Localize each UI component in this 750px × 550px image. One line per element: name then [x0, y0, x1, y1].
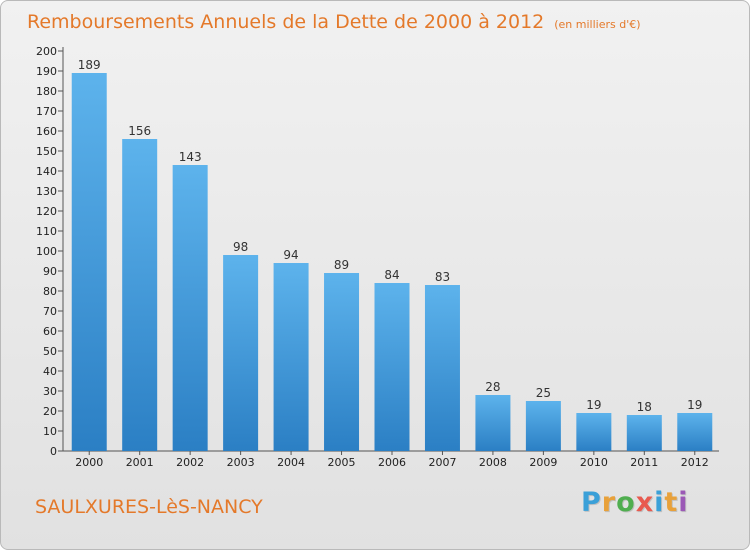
bar-value-label: 189 — [78, 58, 101, 72]
bar-value-label: 143 — [179, 150, 202, 164]
bar — [525, 401, 561, 451]
y-tick-label: 80 — [43, 285, 57, 298]
y-tick-label: 60 — [43, 325, 57, 338]
x-tick-label: 2009 — [529, 456, 557, 469]
y-tick-label: 40 — [43, 365, 57, 378]
logo-letter: t — [664, 487, 679, 518]
x-tick-label: 2001 — [126, 456, 154, 469]
bar — [374, 283, 410, 451]
x-tick-label: 2007 — [428, 456, 456, 469]
x-tick-label: 2012 — [681, 456, 709, 469]
y-tick-label: 50 — [43, 345, 57, 358]
y-tick-label: 10 — [43, 425, 57, 438]
logo-letter: i — [678, 487, 689, 518]
y-tick-label: 70 — [43, 305, 57, 318]
bar-value-label: 18 — [637, 400, 652, 414]
bar-value-label: 28 — [485, 380, 500, 394]
bar — [223, 255, 259, 451]
chart-subtitle: (en milliers d'€) — [554, 18, 641, 31]
bar-value-label: 19 — [586, 398, 601, 412]
bar-value-label: 98 — [233, 240, 248, 254]
logo-letter: r — [601, 487, 617, 518]
y-tick-label: 190 — [36, 65, 57, 78]
x-tick-label: 2000 — [75, 456, 103, 469]
y-tick-label: 120 — [36, 205, 57, 218]
x-tick-label: 2002 — [176, 456, 204, 469]
bar-value-label: 156 — [128, 124, 151, 138]
x-tick-label: 2010 — [580, 456, 608, 469]
bar — [576, 413, 612, 451]
bar-value-label: 94 — [283, 248, 298, 262]
bar-value-label: 19 — [687, 398, 702, 412]
logo-letter: o — [616, 487, 636, 518]
x-tick-label: 2005 — [328, 456, 356, 469]
y-tick-label: 110 — [36, 225, 57, 238]
x-tick-label: 2006 — [378, 456, 406, 469]
y-tick-label: 160 — [36, 125, 57, 138]
chart-title-text: Remboursements Annuels de la Dette de 20… — [27, 11, 545, 33]
y-tick-label: 30 — [43, 385, 57, 398]
x-tick-label: 2004 — [277, 456, 305, 469]
bar — [424, 285, 460, 451]
bar — [677, 413, 713, 451]
y-tick-label: 100 — [36, 245, 57, 258]
x-tick-label: 2003 — [227, 456, 255, 469]
bar — [273, 263, 309, 451]
commune-name: SAULXURES-LèS-NANCY — [35, 496, 263, 518]
bar — [324, 273, 360, 451]
bar — [71, 73, 107, 451]
bar-value-label: 25 — [536, 386, 551, 400]
bar — [122, 139, 158, 451]
logo-letter: x — [635, 487, 655, 518]
logo-letter: i — [654, 487, 665, 518]
y-tick-label: 170 — [36, 105, 57, 118]
bar — [172, 165, 208, 451]
x-tick-label: 2011 — [630, 456, 658, 469]
bar-value-label: 83 — [435, 270, 450, 284]
y-tick-label: 130 — [36, 185, 57, 198]
y-tick-label: 200 — [36, 45, 57, 58]
bar — [475, 395, 511, 451]
y-tick-label: 150 — [36, 145, 57, 158]
chart-title: Remboursements Annuels de la Dette de 20… — [27, 11, 641, 33]
y-tick-label: 90 — [43, 265, 57, 278]
y-tick-label: 140 — [36, 165, 57, 178]
proxiti-logo: Proxiti — [581, 487, 689, 518]
y-tick-label: 180 — [36, 85, 57, 98]
logo-letter: P — [581, 487, 602, 518]
y-tick-label: 20 — [43, 405, 57, 418]
bar — [626, 415, 662, 451]
bar-value-label: 84 — [384, 268, 399, 282]
y-tick-label: 0 — [50, 445, 57, 458]
x-tick-label: 2008 — [479, 456, 507, 469]
bar-value-label: 89 — [334, 258, 349, 272]
